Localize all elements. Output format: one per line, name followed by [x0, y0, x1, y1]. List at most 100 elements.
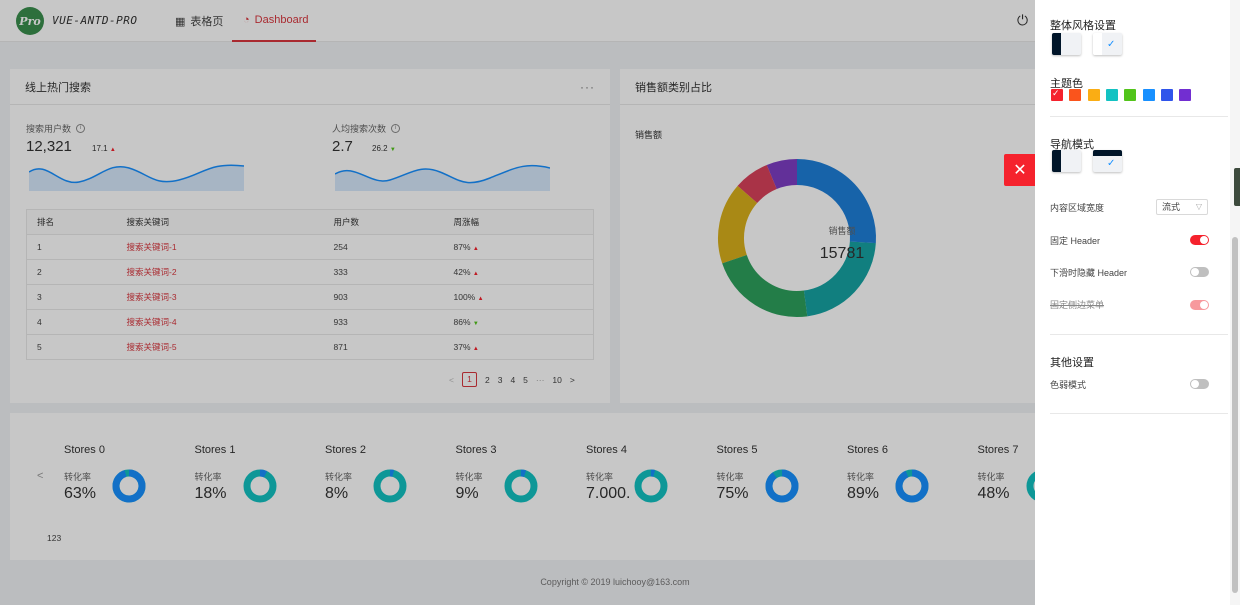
conversion-ring — [373, 469, 407, 503]
caret-up-icon: ▲ — [472, 346, 479, 352]
store-tab[interactable]: Stores 2 转化率 8% — [325, 444, 455, 524]
style-dark-option[interactable] — [1052, 33, 1081, 55]
store-tab[interactable]: Stores 1 转化率 18% — [195, 444, 325, 524]
card-title: 线上热门搜索 — [25, 81, 91, 94]
store-name: Stores 6 — [847, 444, 888, 456]
fixed-header-toggle[interactable] — [1190, 235, 1209, 245]
page-10-button[interactable]: 10 — [552, 374, 562, 385]
info-icon[interactable]: i — [391, 124, 401, 133]
table-row[interactable]: 2 搜索关键词-2 333 42% ▲ — [26, 259, 594, 285]
edge-handle[interactable] — [1234, 168, 1240, 206]
rank-cell: 3 — [26, 284, 117, 310]
donut-slice[interactable] — [737, 165, 778, 204]
more-icon[interactable]: ··· — [580, 79, 595, 94]
close-icon: ✕ — [1013, 162, 1027, 179]
page-scrollbar[interactable] — [1230, 0, 1240, 605]
theme-color-swatch[interactable]: ✓ — [1051, 88, 1063, 101]
conversion-rate: 48% — [977, 485, 1010, 502]
table-row[interactable]: 5 搜索关键词-5 871 37% ▲ — [26, 334, 594, 360]
page-2-button[interactable]: 2 — [484, 374, 490, 385]
store-tab[interactable]: Stores 3 转化率 9% — [456, 444, 586, 524]
nav-topmenu-option[interactable]: ✓ — [1093, 150, 1122, 172]
donut-slice[interactable] — [803, 240, 876, 317]
theme-color-swatch[interactable] — [1179, 89, 1192, 101]
theme-color-swatch[interactable] — [1124, 89, 1137, 101]
donut-slice[interactable] — [796, 159, 876, 244]
caret-down-icon: ▼ — [472, 321, 479, 327]
table-row[interactable]: 1 搜索关键词-1 254 87% ▲ — [26, 234, 594, 260]
theme-color-swatch[interactable] — [1069, 89, 1082, 101]
column-header[interactable]: 用户数 — [323, 209, 444, 235]
store-tab[interactable]: Stores 5 转化率 75% — [717, 444, 847, 524]
store-tab[interactable]: Stores 4 转化率 7.000. — [586, 444, 716, 524]
donut-center-label: 销售额 — [828, 225, 855, 236]
caret-up-icon: ▲ — [109, 147, 116, 153]
keyword-link[interactable]: 搜索关键词-4 — [116, 309, 324, 335]
caret-up-icon: ▲ — [472, 246, 479, 252]
keyword-link[interactable]: 搜索关键词-3 — [116, 284, 324, 310]
sales-type-label[interactable]: 销售额 — [635, 130, 663, 140]
close-settings-button[interactable]: ✕ — [1004, 154, 1036, 186]
page-4-button[interactable]: 4 — [510, 374, 516, 385]
page-5-button[interactable]: 5 — [523, 374, 528, 385]
nav-item-table[interactable]: ▦ 表格页 — [175, 0, 223, 42]
conversion-rate: 18% — [194, 485, 227, 502]
fixed-sidebar-toggle[interactable] — [1190, 300, 1209, 310]
change-cell: 37% ▲ — [443, 334, 594, 360]
scrollbar-thumb[interactable] — [1232, 237, 1238, 593]
store-name: Stores 3 — [455, 444, 497, 456]
nav-item-label: 表格页 — [190, 16, 224, 28]
conversion-label: 转化率 — [977, 472, 1005, 482]
logo[interactable]: Pro — [16, 7, 44, 35]
theme-color-swatch[interactable] — [1160, 89, 1173, 101]
other-settings-title: 其他设置 — [1050, 357, 1094, 369]
theme-color-swatch[interactable] — [1087, 89, 1100, 101]
style-light-option[interactable]: ✓ — [1093, 33, 1122, 55]
change-cell: 86% ▼ — [443, 309, 594, 335]
store-name: Stores 1 — [194, 444, 236, 456]
page-3-button[interactable]: 3 — [497, 374, 503, 385]
rank-cell: 1 — [26, 234, 117, 260]
table-row[interactable]: 4 搜索关键词-4 933 86% ▼ — [26, 309, 594, 335]
conversion-ring — [243, 469, 276, 503]
conversion-label: 转化率 — [455, 472, 483, 482]
conversion-rate: 89% — [847, 485, 880, 502]
table-icon: ▦ — [175, 15, 186, 28]
theme-color-title: 主题色 — [1050, 78, 1083, 90]
store-tab[interactable]: Stores 6 转化率 89% — [847, 444, 977, 524]
column-header[interactable]: 周涨幅 — [443, 209, 594, 235]
brand-name[interactable]: VUE-ANTD-PRO — [52, 14, 138, 27]
table-row[interactable]: 3 搜索关键词-3 903 100% ▲ — [26, 284, 594, 310]
prev-page-button[interactable]: < — [449, 374, 454, 385]
weak-mode-toggle[interactable] — [1190, 379, 1209, 389]
conversion-ring — [112, 469, 146, 503]
store-tab[interactable]: Stores 0 转化率 63% — [64, 444, 194, 524]
theme-color-swatch[interactable] — [1142, 89, 1155, 101]
column-header[interactable]: 排名 — [26, 209, 117, 235]
hide-header-toggle[interactable] — [1190, 267, 1209, 277]
hot-search-card: 线上热门搜索 ··· 搜索用户数 i 12,321 17.1 ▲ 人均搜索次数 i … — [10, 69, 610, 403]
column-header[interactable]: 搜索关键词 — [116, 209, 324, 235]
info-icon[interactable]: i — [76, 124, 86, 133]
page-1-button[interactable]: 1 — [461, 372, 477, 387]
content-width-select[interactable]: 流式 ▽ — [1156, 199, 1208, 215]
donut-slice[interactable] — [718, 185, 758, 264]
donut-center-value: 15781 — [820, 245, 865, 262]
stores-prev-arrow[interactable]: < — [37, 470, 44, 482]
keyword-link[interactable]: 搜索关键词-5 — [116, 334, 324, 360]
logout-icon[interactable]: ⏻ — [1017, 12, 1029, 28]
donut-slice[interactable] — [766, 159, 798, 190]
theme-color-swatch[interactable] — [1105, 89, 1118, 101]
nav-sidemenu-option[interactable] — [1052, 150, 1081, 172]
page-ellipsis[interactable]: ··· — [535, 374, 545, 385]
next-page-button[interactable]: > — [569, 374, 575, 385]
donut-slice[interactable] — [722, 254, 808, 317]
keyword-link[interactable]: 搜索关键词-1 — [116, 234, 324, 260]
fixed-sidebar-label: 固定侧边菜单 — [1050, 300, 1105, 310]
sales-share-card: 销售额类别占比 销售额 销售额 15781 — [620, 69, 1060, 403]
conversion-rate: 9% — [455, 485, 479, 502]
keyword-link[interactable]: 搜索关键词-2 — [116, 259, 324, 285]
nav-item-dashboard[interactable]: ◔ Dashboard — [232, 0, 316, 42]
store-name: Stores 2 — [325, 444, 366, 456]
